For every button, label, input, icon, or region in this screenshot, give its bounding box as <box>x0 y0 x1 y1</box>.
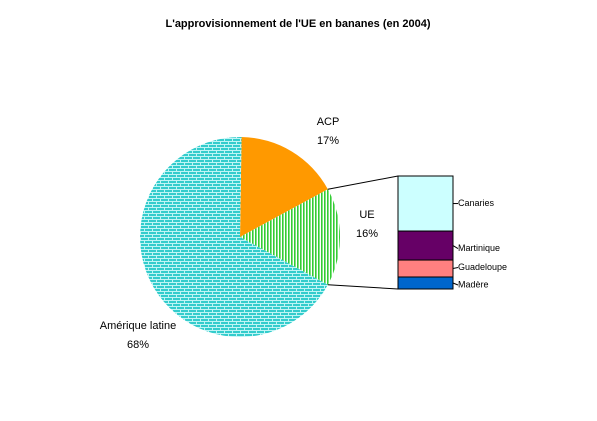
connector <box>327 284 399 290</box>
pie-slice <box>240 189 340 285</box>
chart-title: L'approvisionnement de l'UE en bananes (… <box>165 18 430 30</box>
slice-label: ACP <box>317 116 340 128</box>
bar-label: Guadeloupe <box>458 262 507 272</box>
slice-value-label: 68% <box>127 339 149 351</box>
slice-value-label: 16% <box>356 228 378 240</box>
connector <box>327 175 399 190</box>
slice-label: Amérique latine <box>100 320 176 332</box>
label-leader <box>452 245 459 249</box>
slice-label: UE <box>359 209 374 221</box>
bar-segment <box>397 259 454 278</box>
label-leader <box>452 267 459 270</box>
bar-segment <box>397 276 454 290</box>
bar-label: Madère <box>458 279 489 289</box>
bar-label: Martinique <box>458 243 500 253</box>
label-leader <box>452 282 459 286</box>
bar-segment <box>397 175 454 232</box>
bar-segment <box>397 230 454 261</box>
pie-slice <box>140 137 328 337</box>
pie-slice <box>240 137 328 237</box>
slice-value-label: 17% <box>317 135 339 147</box>
bar-label: Canaries <box>458 198 495 208</box>
